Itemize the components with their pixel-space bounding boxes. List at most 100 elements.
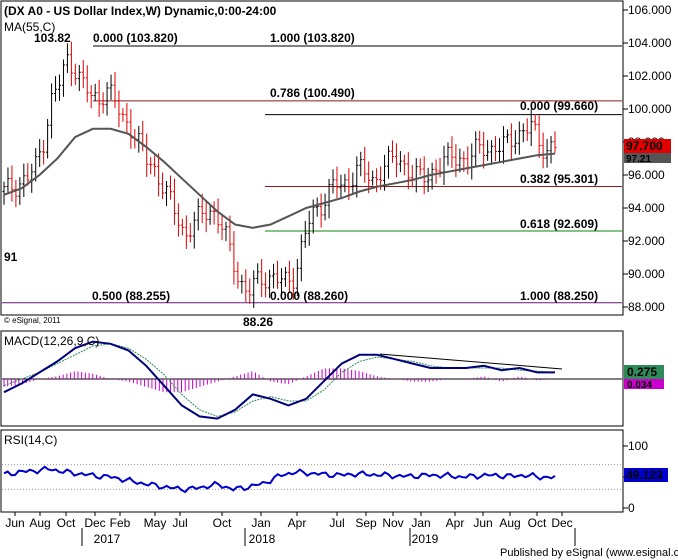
fib-top-0-label: 0.000 (103.820) xyxy=(93,31,178,45)
price-bar xyxy=(553,131,557,153)
moving-average xyxy=(3,127,556,229)
price-bar xyxy=(93,83,97,101)
price-bar xyxy=(256,263,260,284)
publisher-text: Published by eSignal (www.esignal.com) xyxy=(500,547,678,559)
price-bar xyxy=(105,82,109,116)
ma-label: MA(55,C) xyxy=(4,20,55,34)
copyright-text: © eSignal, 2011 xyxy=(4,316,61,325)
price-bar xyxy=(537,115,541,159)
price-bar xyxy=(38,138,42,167)
x-tick-label: Dec xyxy=(551,516,572,530)
high-price-label: 103.82 xyxy=(34,31,71,45)
price-bar xyxy=(422,156,426,195)
price-bar xyxy=(351,172,355,194)
price-bar xyxy=(414,158,418,193)
price-bar xyxy=(192,211,196,249)
price-bar xyxy=(141,120,145,152)
price-bar xyxy=(486,140,490,161)
price-bar xyxy=(434,159,438,184)
price-bar xyxy=(57,74,61,101)
price-bar xyxy=(315,197,319,217)
fibonacci-lines xyxy=(2,45,622,304)
x-tick-label: Jan xyxy=(411,516,430,530)
price-bar xyxy=(157,153,161,197)
price-bar xyxy=(65,43,69,73)
fib-top-1-label: 1.000 (103.820) xyxy=(270,31,355,45)
low-price-label: 88.26 xyxy=(243,315,273,329)
price-bar xyxy=(200,193,204,224)
price-bar xyxy=(6,167,10,194)
price-bar xyxy=(34,148,38,182)
ma-value: 97.21 xyxy=(626,154,651,165)
price-bar xyxy=(450,136,454,169)
price-bar xyxy=(387,145,391,179)
price-bar xyxy=(276,260,280,289)
price-bar xyxy=(208,204,212,225)
macd-title: MACD(12,26,9,C) xyxy=(4,334,99,348)
rsi-line xyxy=(3,465,556,494)
price-bar xyxy=(248,278,252,304)
price-bar xyxy=(343,173,347,193)
price-bar xyxy=(311,199,315,234)
price-bar xyxy=(180,218,184,236)
price-bar xyxy=(454,144,458,178)
current-price-value: 97.700 xyxy=(626,139,663,153)
fib-0-88-label: 0.000 (88.260) xyxy=(270,289,348,303)
price-bar xyxy=(283,266,287,287)
price-tick-label: 90.000 xyxy=(628,267,665,281)
x-tick-label: Jan xyxy=(251,516,270,530)
x-tick-label: Sep xyxy=(355,516,377,530)
price-bar xyxy=(46,118,50,159)
price-bar xyxy=(113,71,117,109)
price-bar xyxy=(61,59,65,97)
price-bar xyxy=(212,201,216,225)
price-bar xyxy=(426,167,430,193)
macd-signal-line xyxy=(3,343,556,417)
fib-382-label: 0.382 (95.301) xyxy=(520,172,598,186)
price-bar xyxy=(220,213,224,241)
macd-panel-frame xyxy=(0,330,624,427)
x-tick-label: Oct xyxy=(57,516,76,530)
price-bar xyxy=(442,145,446,186)
price-tick-label: 102.000 xyxy=(628,69,672,83)
price-bar xyxy=(525,118,529,141)
price-bar xyxy=(494,136,498,161)
left-clip-label: 91 xyxy=(4,250,18,264)
price-bar xyxy=(371,170,375,186)
price-bar xyxy=(165,181,169,207)
macd-indicator xyxy=(2,340,622,420)
rsi-panel-frame xyxy=(0,429,624,513)
price-bar xyxy=(77,65,81,92)
macd-line xyxy=(3,340,555,420)
price-bar xyxy=(482,131,486,169)
price-tick-label: 106.000 xyxy=(628,3,672,17)
price-bar xyxy=(533,114,537,131)
price-bar xyxy=(430,162,434,190)
price-tick-label: 92.000 xyxy=(628,234,665,248)
price-bar xyxy=(509,123,513,160)
price-bar xyxy=(470,143,474,180)
price-bar xyxy=(172,178,176,225)
price-bar xyxy=(125,102,129,135)
price-bars xyxy=(2,41,557,308)
macd-signal-value: 0.034 xyxy=(627,380,652,391)
x-tick-label: Oct xyxy=(213,516,232,530)
price-bar xyxy=(121,108,125,122)
x-year-label: 2017 xyxy=(94,532,121,546)
x-year-label: 2018 xyxy=(249,532,276,546)
current-price-box xyxy=(624,139,671,153)
price-bar xyxy=(149,157,153,175)
price-bar xyxy=(69,41,73,87)
macd-value-box xyxy=(624,365,664,379)
price-bar xyxy=(363,146,367,183)
price-bar xyxy=(323,193,327,221)
ma55-line xyxy=(3,127,556,229)
price-bar xyxy=(30,163,34,193)
price-bar xyxy=(216,198,220,234)
price-bar xyxy=(204,201,208,233)
fib-786-label: 0.786 (100.490) xyxy=(270,86,355,100)
price-bar xyxy=(505,129,509,144)
x-tick-label: Aug xyxy=(29,516,50,530)
price-tick-label: 94.000 xyxy=(628,201,665,215)
